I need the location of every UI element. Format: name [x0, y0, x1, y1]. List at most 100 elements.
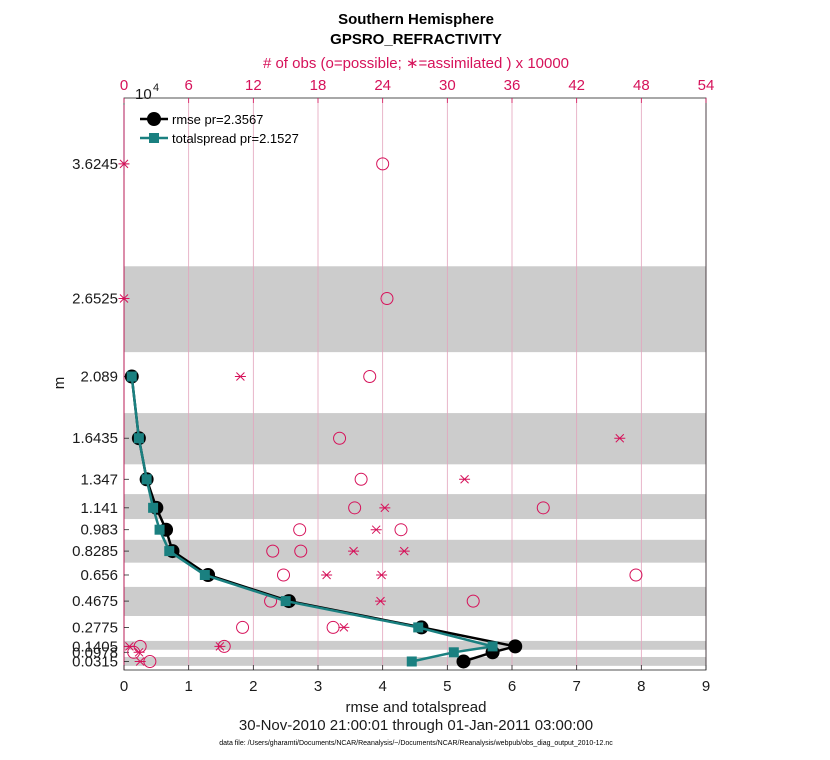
x-tick-label: 5 [443, 678, 451, 695]
chart-title: Southern Hemisphere [338, 11, 494, 28]
chart-subtitle: GPSRO_REFRACTIVITY [330, 31, 502, 48]
y-tick-label: 1.347 [80, 471, 118, 488]
obs-assimilated-marker [375, 596, 387, 606]
level-band [124, 494, 706, 520]
level-band [124, 266, 706, 353]
exponent-base: 10 [135, 86, 152, 103]
y-tick-label: 1.6435 [72, 430, 118, 447]
y-tick-label: 2.089 [80, 369, 118, 386]
top-tick-label: 42 [568, 77, 585, 94]
obs-assimilated-marker [376, 570, 388, 580]
obs-possible-marker [466, 594, 480, 608]
totalspread-point [133, 433, 144, 444]
y-tick-label: 0.0315 [72, 653, 118, 670]
obs-assimilated-marker [134, 657, 146, 666]
y-tick-label: 0.656 [80, 567, 118, 584]
y-tick-label: 1.141 [80, 500, 118, 517]
top-axis-label: # of obs (o=possible; ∗=assimilated ) x … [263, 55, 569, 72]
x-tick-label: 2 [249, 678, 257, 695]
obs-possible-marker [536, 501, 550, 515]
top-axis-grid [123, 98, 707, 670]
date-range: 30-Nov-2010 21:00:01 through 01-Jan-2011… [239, 717, 593, 734]
y-axis-label: m [51, 377, 68, 390]
totalspread-line [130, 376, 493, 663]
series-lines [124, 369, 523, 669]
obs-possible-marker [333, 431, 347, 445]
obs-possible-marker [376, 157, 390, 171]
obs-assimilated-marker [118, 294, 130, 303]
plot-frame [123, 97, 707, 671]
data-file-note: data file: /Users/gharamti/Documents/NCA… [219, 740, 613, 747]
obs-assimilated-marker [214, 642, 226, 651]
top-tick-label: 0 [120, 77, 128, 94]
level-band [124, 539, 706, 563]
rmse-point [456, 654, 471, 669]
obs-possible-marker [277, 568, 291, 582]
top-tick-label: 12 [245, 77, 262, 94]
obs-assimilated-marker [338, 623, 350, 632]
level-bands [124, 266, 706, 666]
obs-assimilated-marker [370, 525, 382, 535]
obs-assimilated-marker [118, 159, 130, 169]
y-tick-label: 0.4675 [72, 593, 118, 610]
y-tick-label: 0.983 [80, 522, 118, 539]
obs-possible-marker [266, 544, 280, 558]
obs-assimilated-marker [348, 546, 360, 556]
totalspread-point [126, 371, 137, 382]
obs-assimilated-marker [133, 647, 145, 657]
level-band [124, 586, 706, 616]
legend-rmse-label: rmse pr=2.3567 [172, 112, 263, 127]
top-tick-label: 54 [698, 77, 715, 94]
x-tick-label: 8 [637, 678, 645, 695]
x-tick-label: 0 [120, 678, 128, 695]
totalspread-point [141, 474, 152, 485]
legend: rmse pr=2.3567 totalspread pr=2.1527 [140, 112, 299, 146]
totalspread-point [148, 502, 159, 513]
x-tick-label: 9 [702, 678, 710, 695]
x-axis-label: rmse and totalspread [346, 699, 487, 716]
y-tick-label: 2.6525 [72, 290, 118, 307]
y-tick-label: 0.1405 [72, 638, 118, 655]
obs-assimilated-marker [123, 642, 135, 651]
totalspread-point [406, 656, 417, 667]
top-tick-label: 48 [633, 77, 650, 94]
x-tick-label: 4 [378, 678, 386, 695]
obs-possible-marker [629, 568, 643, 582]
top-tick-label: 6 [184, 77, 192, 94]
x-tick-label: 6 [508, 678, 516, 695]
obs-possible-marker [326, 620, 340, 634]
obs-assimilated-marker [379, 503, 391, 513]
totalspread-point [199, 569, 210, 580]
y-tick-label: 0.2775 [72, 619, 118, 636]
legend-spread-label: totalspread pr=2.1527 [172, 131, 299, 146]
x-tick-label: 1 [184, 678, 192, 695]
obs-possible-marker [394, 523, 408, 537]
obs-assimilated-marker [234, 372, 246, 381]
legend-spread-marker [149, 133, 159, 143]
legend-rmse-marker [147, 112, 161, 126]
obs-possible-marker [380, 291, 394, 305]
obs-possible-marker [236, 620, 250, 634]
top-tick-label: 18 [310, 77, 327, 94]
obs-assimilated-marker [459, 474, 471, 484]
x-tick-label: 7 [572, 678, 580, 695]
totalspread-point [413, 622, 424, 633]
x-axis: 0 1 2 3 4 5 6 7 8 9 [120, 665, 710, 695]
top-tick-label: 36 [504, 77, 521, 94]
top-axis: 0 6 12 18 24 30 36 42 48 54 [120, 77, 715, 103]
obs-assimilated-marker [321, 570, 333, 580]
y-tick-label: 3.6245 [72, 156, 118, 173]
obs-assimilated-marker [614, 433, 626, 443]
obs-possible-marker [294, 544, 308, 558]
totalspread-point [448, 647, 459, 658]
totalspread-point [280, 596, 291, 607]
top-tick-label: 24 [374, 77, 391, 94]
obs-assimilated-marker [398, 546, 410, 556]
totalspread-point [164, 546, 175, 557]
obs-possible-marker [363, 370, 377, 384]
exponent-power: 4 [153, 82, 159, 94]
y-tick-label: 0.8285 [72, 543, 118, 560]
